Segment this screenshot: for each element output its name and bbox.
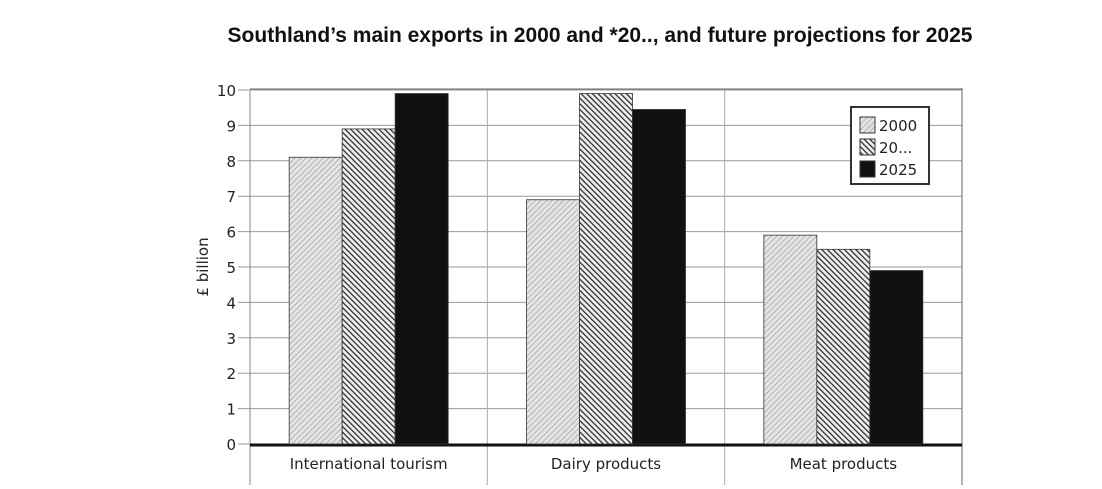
bar-2000-2 — [763, 234, 818, 445]
y-tick-label: 0 — [226, 436, 236, 454]
x-tick-label: Meat products — [790, 455, 898, 473]
bar-2025-0 — [394, 93, 449, 445]
y-tick-label: 10 — [217, 82, 236, 100]
x-tick-label: International tourism — [290, 455, 448, 473]
y-tick-label: 3 — [226, 330, 236, 348]
legend-swatch — [859, 138, 876, 156]
bar-2025-1 — [632, 109, 686, 445]
y-axis-label: £ billion — [194, 237, 212, 296]
legend-swatch — [859, 160, 876, 178]
legend-label: 20... — [879, 139, 912, 157]
bar-2000-1 — [526, 199, 580, 445]
bar-20-1 — [579, 93, 633, 445]
y-tick-label: 7 — [226, 188, 236, 206]
y-tick-label: 9 — [226, 117, 236, 135]
legend-swatch — [859, 116, 876, 134]
y-tick-label: 6 — [226, 224, 236, 242]
bar-2000-0 — [288, 156, 343, 445]
y-tick-label: 2 — [226, 365, 236, 383]
y-tick-label: 8 — [226, 153, 236, 171]
x-tick-label: Dairy products — [551, 455, 661, 473]
y-tick-label: 4 — [226, 294, 236, 312]
bar-2025-2 — [869, 270, 924, 445]
y-tick-label: 5 — [226, 259, 236, 277]
bar-20-2 — [816, 248, 871, 445]
y-tick-label: 1 — [226, 401, 236, 419]
legend-label: 2025 — [879, 161, 917, 179]
legend-label: 2000 — [879, 117, 917, 135]
bar-20-0 — [341, 128, 396, 445]
chart-title: Southland’s main exports in 2000 and *20… — [227, 24, 973, 47]
